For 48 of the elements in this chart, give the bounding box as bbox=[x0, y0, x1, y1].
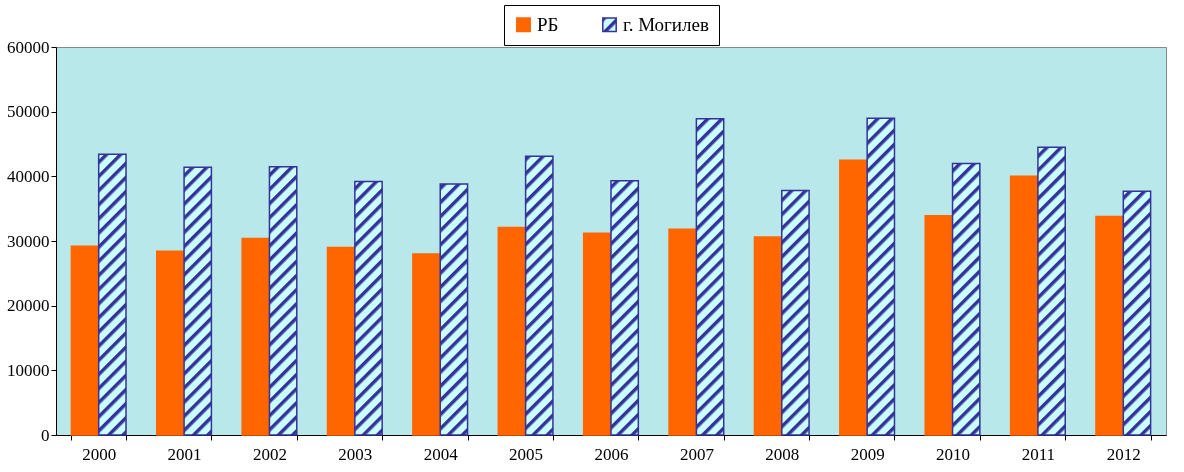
y-tick-label: 30000 bbox=[7, 231, 50, 251]
bar bbox=[582, 232, 612, 436]
x-tick-label: 2012 bbox=[1106, 444, 1141, 464]
x-tick-label: 2007 bbox=[679, 444, 715, 464]
x-tick-label: 2009 bbox=[850, 444, 885, 464]
bar bbox=[839, 159, 868, 436]
bar bbox=[70, 245, 100, 436]
bar bbox=[753, 236, 783, 436]
bar bbox=[1095, 215, 1125, 436]
bar bbox=[183, 166, 213, 436]
x-tick-label: 2004 bbox=[423, 444, 459, 464]
bar bbox=[951, 162, 981, 436]
bar bbox=[1122, 190, 1152, 436]
bar bbox=[241, 237, 271, 436]
x-tick-label: 2008 bbox=[765, 444, 800, 464]
y-tick-label: 60000 bbox=[7, 37, 50, 57]
x-tick-label: 2006 bbox=[594, 444, 629, 464]
bar bbox=[326, 246, 356, 436]
bar bbox=[668, 228, 698, 436]
bar bbox=[412, 253, 441, 436]
bar bbox=[1009, 175, 1039, 436]
x-tick-label: 2005 bbox=[509, 444, 544, 464]
legend-label: г. Могилев bbox=[623, 13, 709, 35]
x-tick-label: 2001 bbox=[167, 444, 202, 464]
y-tick-label: 40000 bbox=[7, 166, 50, 186]
x-tick-label: 2011 bbox=[1021, 444, 1056, 464]
bar bbox=[439, 183, 469, 436]
bar bbox=[97, 153, 127, 436]
x-tick-label: 2003 bbox=[338, 444, 373, 464]
x-tick-label: 2010 bbox=[936, 444, 971, 464]
y-tick-label: 50000 bbox=[7, 102, 50, 122]
y-tick-label: 10000 bbox=[7, 360, 50, 380]
bar bbox=[354, 180, 383, 436]
legend-label: РБ bbox=[537, 13, 559, 35]
x-tick-label: 2000 bbox=[82, 444, 117, 464]
bar bbox=[1037, 146, 1066, 436]
bar bbox=[497, 226, 527, 436]
y-tick-label: 20000 bbox=[7, 296, 50, 316]
x-tick-label: 2002 bbox=[252, 444, 287, 464]
bar bbox=[610, 180, 640, 436]
bar bbox=[268, 165, 298, 436]
bar bbox=[781, 189, 810, 436]
bar bbox=[156, 250, 185, 436]
bar bbox=[924, 215, 954, 436]
y-tick-label: 0 bbox=[41, 425, 50, 445]
bar bbox=[695, 118, 725, 436]
bar bbox=[524, 155, 554, 436]
bar bbox=[866, 117, 896, 436]
